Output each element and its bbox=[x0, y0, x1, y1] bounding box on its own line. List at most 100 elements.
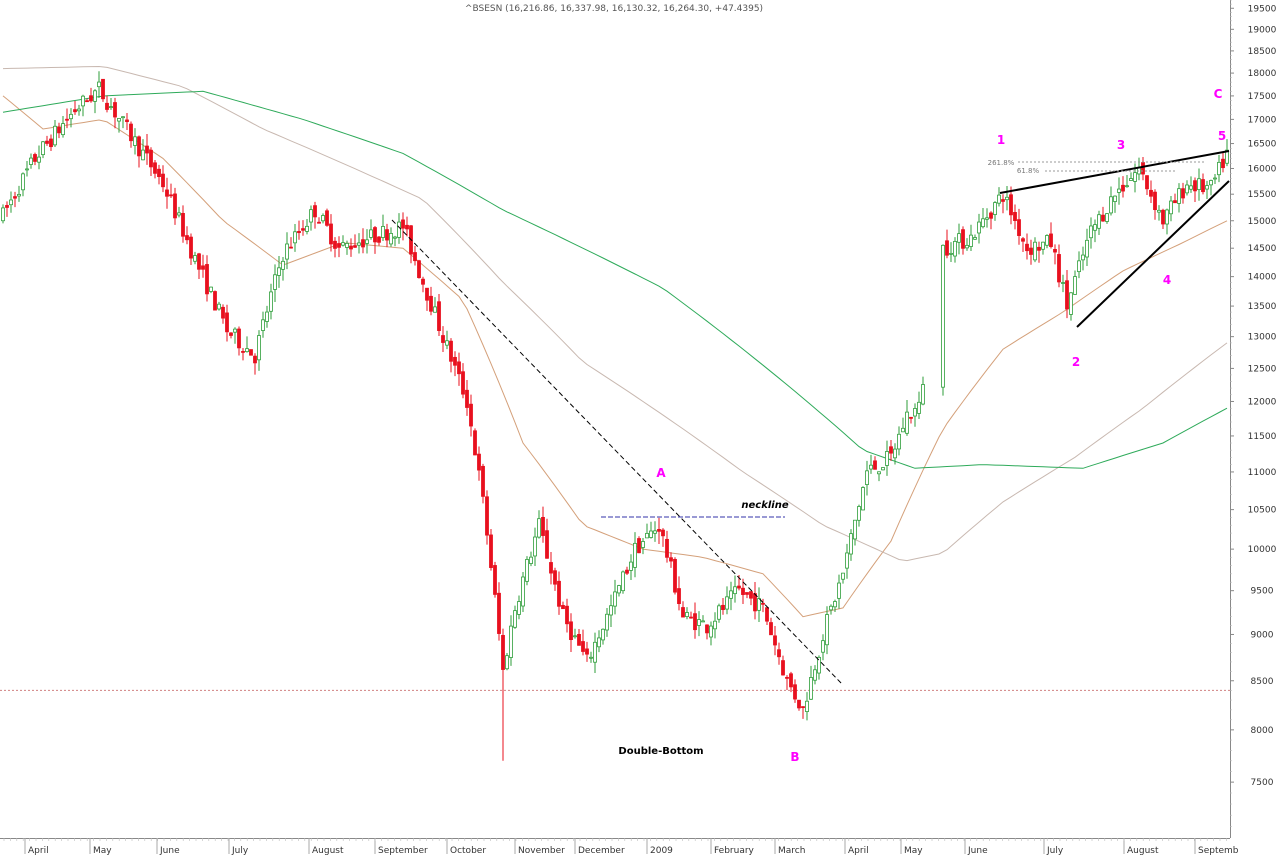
candle-body bbox=[773, 635, 777, 646]
candle-body bbox=[1133, 172, 1137, 182]
candle-body bbox=[761, 602, 765, 605]
candle-body bbox=[1049, 233, 1053, 247]
y-tick-label: 17500 bbox=[1248, 92, 1277, 102]
candle-body bbox=[709, 625, 713, 638]
candle-body bbox=[1129, 178, 1133, 181]
y-tick-label: 16500 bbox=[1248, 140, 1277, 150]
candle-body bbox=[1005, 196, 1009, 201]
candle-body bbox=[1117, 188, 1121, 193]
y-tick-label: 13000 bbox=[1248, 333, 1277, 343]
moving-average-line-2 bbox=[2, 65, 1228, 562]
candle-body bbox=[61, 123, 65, 136]
y-tick-label: 15500 bbox=[1248, 190, 1277, 200]
candle-body bbox=[365, 239, 369, 244]
candle-body bbox=[201, 265, 205, 270]
candle-body bbox=[649, 530, 653, 538]
candle-body bbox=[473, 430, 477, 456]
candle-body bbox=[453, 356, 457, 366]
candle-body bbox=[589, 656, 593, 659]
annotation-label: 5 bbox=[1218, 129, 1226, 143]
candle-body bbox=[885, 451, 889, 466]
candle-body bbox=[833, 601, 837, 608]
chart-title: ^BSESN (16,216.86, 16,337.98, 16,130.32,… bbox=[465, 4, 763, 14]
y-tick-label: 14500 bbox=[1248, 244, 1277, 254]
candle-body bbox=[809, 677, 813, 700]
candle-body bbox=[1189, 185, 1193, 190]
candle-body bbox=[853, 519, 857, 540]
candle-body bbox=[721, 604, 725, 611]
candle-body bbox=[517, 601, 521, 615]
candle-body bbox=[949, 252, 953, 255]
candle-body bbox=[973, 237, 977, 240]
candle-body bbox=[213, 291, 217, 311]
candle-body bbox=[313, 205, 317, 218]
candle-body bbox=[897, 433, 901, 450]
candle-body bbox=[741, 587, 745, 595]
candle-body bbox=[69, 113, 73, 120]
candle-body bbox=[729, 590, 733, 599]
candle-body bbox=[1021, 238, 1025, 242]
candle-body bbox=[157, 168, 161, 177]
candle-body bbox=[757, 598, 761, 611]
candle-body bbox=[345, 243, 349, 248]
candle-body bbox=[717, 605, 721, 620]
candle-body bbox=[1173, 200, 1177, 204]
candle-body bbox=[605, 613, 609, 631]
annotation-label: B bbox=[790, 750, 799, 764]
candle-body bbox=[701, 620, 705, 623]
candle-body bbox=[789, 673, 793, 688]
candle-body bbox=[133, 136, 137, 146]
x-tick-label: July bbox=[1046, 846, 1064, 855]
candle-body bbox=[1041, 241, 1045, 250]
candle-body bbox=[1017, 219, 1021, 236]
annotation-label: 261.8% bbox=[988, 159, 1015, 167]
candle-body bbox=[225, 312, 229, 333]
candle-body bbox=[1089, 225, 1093, 239]
x-tick-label: May bbox=[93, 846, 112, 855]
candle-body bbox=[969, 234, 973, 247]
candle-body bbox=[901, 427, 905, 433]
candle-body bbox=[1097, 214, 1101, 229]
candle-body bbox=[849, 533, 853, 555]
candle-body bbox=[801, 706, 805, 709]
candle-body bbox=[25, 168, 29, 171]
x-tick-label: August bbox=[312, 846, 344, 855]
y-tick-label: 7500 bbox=[1251, 778, 1274, 788]
candle-body bbox=[825, 614, 829, 646]
candle-body bbox=[629, 561, 633, 571]
candle-body bbox=[469, 403, 473, 427]
candle-body bbox=[873, 460, 877, 470]
candle-body bbox=[1185, 184, 1189, 194]
wedge-lower-line bbox=[1076, 180, 1230, 328]
candle-body bbox=[689, 616, 693, 619]
candle-body bbox=[73, 109, 77, 113]
candle-body bbox=[1009, 194, 1013, 216]
candle-body bbox=[85, 100, 89, 103]
candle-body bbox=[845, 552, 849, 569]
annotation-label: 3 bbox=[1117, 138, 1125, 152]
candle-body bbox=[509, 625, 513, 658]
candle-body bbox=[1177, 188, 1181, 204]
candle-body bbox=[537, 518, 541, 538]
candle-body bbox=[889, 446, 893, 454]
candle-body bbox=[1085, 239, 1089, 258]
candle-body bbox=[553, 570, 557, 585]
candle-body bbox=[965, 244, 969, 249]
candle-body bbox=[393, 236, 397, 239]
candle-body bbox=[289, 246, 293, 249]
candle-body bbox=[557, 580, 561, 607]
candle-body bbox=[1101, 214, 1105, 222]
candle-body bbox=[245, 348, 249, 353]
candle-body bbox=[621, 571, 625, 592]
x-tick-label: June bbox=[967, 846, 988, 855]
candle-body bbox=[405, 224, 409, 230]
candle-body bbox=[1165, 209, 1169, 225]
candle-body bbox=[561, 605, 565, 610]
candle-body bbox=[321, 215, 325, 222]
candle-body bbox=[109, 106, 113, 108]
y-tick-label: 8000 bbox=[1251, 726, 1274, 736]
candle-body bbox=[705, 624, 709, 634]
candle-body bbox=[1073, 276, 1077, 295]
candle-body bbox=[269, 291, 273, 312]
candle-body bbox=[349, 245, 353, 250]
